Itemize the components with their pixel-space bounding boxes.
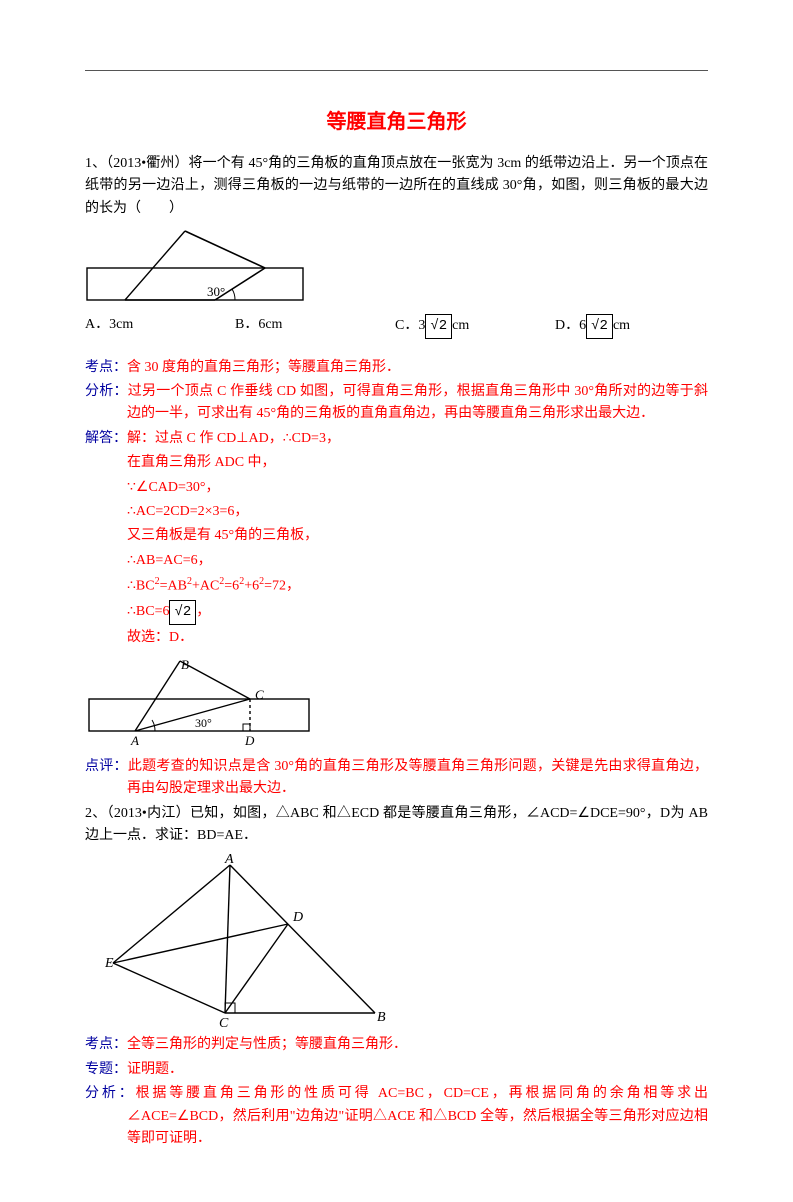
q1-jieda-block: 在直角三角形 ADC 中， ∵∠CAD=30°， ∴AC=2CD=2×3=6， … [127, 452, 708, 649]
lbl-D: D [244, 733, 255, 748]
top-rule [85, 70, 708, 71]
q2-B: B [377, 1010, 386, 1025]
optc-suf: cm [452, 318, 469, 333]
l7c: +AC [192, 579, 219, 594]
q1-jieda-l1: 解：过点 C 作 CD⊥AD，∴CD=3， [127, 431, 340, 446]
q2-C: C [219, 1016, 229, 1028]
lbl-30b: 30° [195, 716, 212, 730]
jieda-label: 解答： [85, 431, 127, 446]
q1-option-c: C．3√2cm [395, 314, 555, 338]
q1-jieda-l6: ∴AB=AC=6， [127, 550, 708, 572]
zhuanti-label: 专题： [85, 1062, 127, 1077]
q1-fenxi: 分析：过另一个顶点 C 作垂线 CD 如图，可得直角三角形，根据直角三角形中 3… [85, 381, 708, 426]
lbl-B: B [181, 657, 189, 672]
q1-kaodian: 考点：含 30 度角的直角三角形；等腰直角三角形． [85, 357, 708, 379]
optc-root: √2 [425, 314, 452, 338]
q1-figure-2: B C A D 30° [85, 655, 708, 750]
q1-jieda-l8: ∴BC=6√2， [127, 600, 708, 624]
q1-kaodian-text: 含 30 度角的直角三角形；等腰直角三角形． [127, 360, 400, 375]
fenxi-label: 分析： [85, 384, 128, 399]
kaodian-label: 考点： [85, 360, 127, 375]
q2-fenxi: 分析：根据等腰直角三角形的性质可得 AC=BC，CD=CE，再根据同角的余角相等… [85, 1083, 708, 1150]
l7e: +6 [244, 579, 259, 594]
q1-options: A．3cm B．6cm C．3√2cm D．6√2cm [85, 314, 708, 338]
q1-stem: 1、（2013•衢州）将一个有 45°角的三角板的直角顶点放在一张宽为 3cm … [85, 153, 708, 220]
q1-jieda-l3: ∵∠CAD=30°， [127, 477, 708, 499]
q2-stem: 2、（2013•内江）已知，如图，△ABC 和△ECD 都是等腰直角三角形，∠A… [85, 803, 708, 848]
l7f: =72， [264, 579, 300, 594]
kaodian-label-2: 考点： [85, 1037, 127, 1052]
q2-fenxi-text: 根据等腰直角三角形的性质可得 AC=BC，CD=CE，再根据同角的余角相等求出∠… [127, 1086, 708, 1146]
angle-label: 30° [207, 284, 225, 299]
optd-root: √2 [586, 314, 613, 338]
q2-figure: A D E C B [105, 853, 708, 1028]
q1-figure-1: 30° [85, 226, 708, 308]
q1-fenxi-text: 过另一个顶点 C 作垂线 CD 如图，可得直角三角形，根据直角三角形中 30°角… [127, 384, 708, 421]
q1-jieda-l4: ∴AC=2CD=2×3=6， [127, 501, 708, 523]
l7d: =6 [224, 579, 239, 594]
page: 等腰直角三角形 1、（2013•衢州）将一个有 45°角的三角板的直角顶点放在一… [0, 0, 793, 1202]
page-title: 等腰直角三角形 [85, 106, 708, 138]
q1-option-d: D．6√2cm [555, 314, 708, 338]
l8b: √2 [169, 600, 196, 624]
q2-kaodian-text: 全等三角形的判定与性质；等腰直角三角形． [127, 1037, 407, 1052]
optc-pre: C．3 [395, 318, 425, 333]
l7b: =AB [160, 579, 187, 594]
l7a: ∴BC [127, 579, 155, 594]
q1-option-a: A．3cm [85, 314, 235, 338]
q1-option-b: B．6cm [235, 314, 395, 338]
q2-zhuanti: 专题：证明题． [85, 1059, 708, 1081]
q2-kaodian: 考点：全等三角形的判定与性质；等腰直角三角形． [85, 1034, 708, 1056]
q2-D: D [292, 910, 303, 925]
lbl-A: A [130, 733, 139, 748]
q1-dianping-text: 此题考查的知识点是含 30°角的直角三角形及等腰直角三角形问题，关键是先由求得直… [127, 759, 708, 796]
q2-zhuanti-text: 证明题． [127, 1062, 183, 1077]
q1-jieda-l5: 又三角板是有 45°角的三角板， [127, 525, 708, 547]
lbl-C: C [255, 687, 264, 702]
dianping-label: 点评： [85, 759, 128, 774]
q1-jieda-l2: 在直角三角形 ADC 中， [127, 452, 708, 474]
q1-jieda-l7: ∴BC2=AB2+AC2=62+62=72， [127, 574, 708, 598]
q2-A: A [224, 853, 234, 867]
optd-pre: D．6 [555, 318, 586, 333]
l8c: ， [196, 604, 210, 619]
q2-E: E [105, 956, 114, 971]
optd-suf: cm [613, 318, 630, 333]
l8a: ∴BC=6 [127, 604, 169, 619]
q1-jieda-line1: 解答：解：过点 C 作 CD⊥AD，∴CD=3， [85, 428, 708, 450]
q1-dianping: 点评：此题考查的知识点是含 30°角的直角三角形及等腰直角三角形问题，关键是先由… [85, 756, 708, 801]
q1-jieda-l9: 故选：D． [127, 627, 708, 649]
fenxi-label-2: 分析： [85, 1086, 136, 1101]
